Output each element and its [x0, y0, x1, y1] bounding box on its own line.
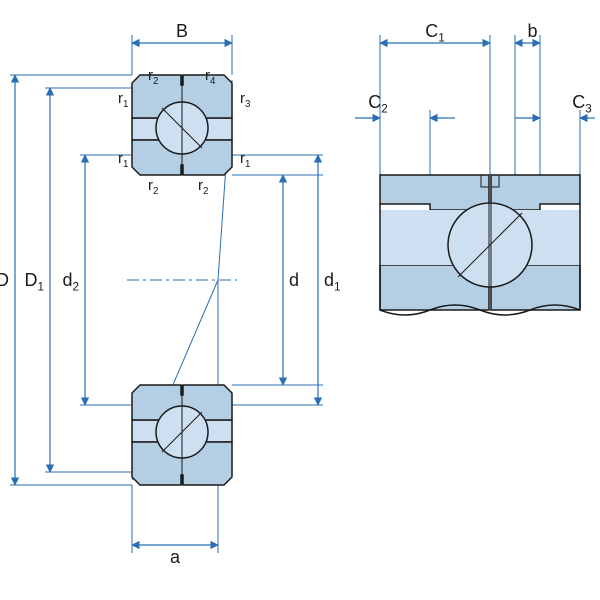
label-r1_bl: r1	[118, 150, 128, 170]
label-C3: C3	[572, 92, 592, 116]
label-r4_tr: r4	[205, 67, 216, 87]
label-r1_tl: r1	[118, 90, 128, 110]
label-D: D	[0, 270, 9, 290]
label-r2_tl: r2	[148, 67, 158, 87]
label-r1_br: r1	[240, 150, 250, 170]
label-a: a	[170, 547, 181, 567]
label-r2_bl: r2	[148, 177, 158, 197]
label-d1: d1	[324, 270, 341, 294]
label-d2: d2	[62, 270, 79, 294]
label-B: B	[176, 21, 188, 41]
label-C2: C2	[368, 92, 388, 116]
label-r3_tr: r3	[240, 90, 250, 110]
label-b: b	[527, 21, 537, 41]
label-C1: C1	[425, 21, 445, 45]
label-r2_br: r2	[198, 177, 208, 197]
label-D1: D1	[24, 270, 44, 294]
bearing-diagram: Ba D D1 d2 d d1 r1 r2 r4 r3 r1 r2 r2 r1 C1 b C2 C3	[0, 0, 600, 600]
label-d: d	[289, 270, 299, 290]
